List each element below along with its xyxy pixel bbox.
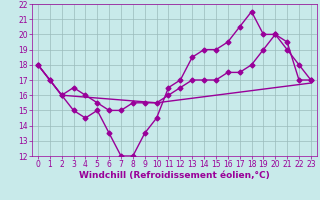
X-axis label: Windchill (Refroidissement éolien,°C): Windchill (Refroidissement éolien,°C) xyxy=(79,171,270,180)
